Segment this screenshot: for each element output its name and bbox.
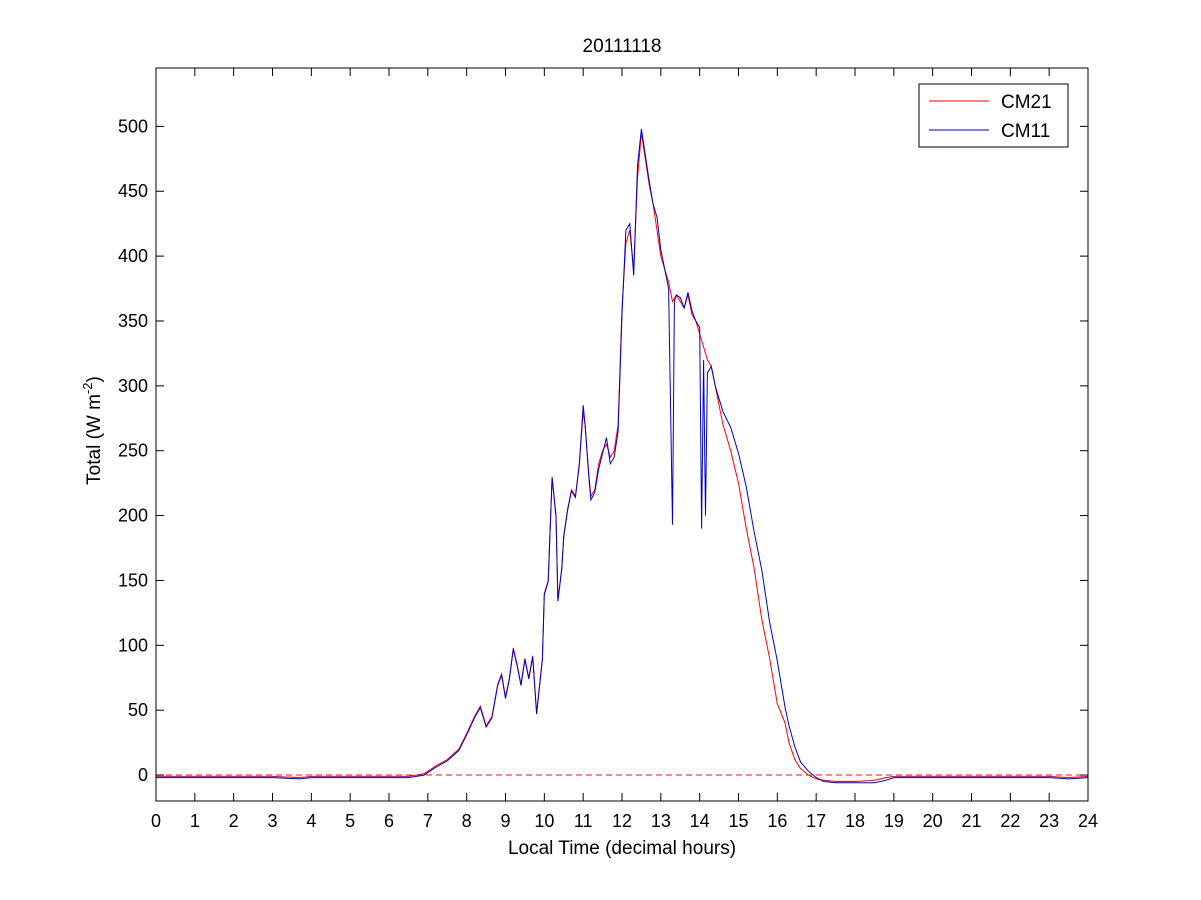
series-layer bbox=[156, 128, 1089, 784]
x-tick-label: 6 bbox=[384, 811, 394, 831]
x-tick-label: 1 bbox=[190, 811, 200, 831]
y-tick-label: 450 bbox=[118, 181, 148, 201]
y-axis-label: Total (W m-2) bbox=[80, 376, 105, 485]
y-axis-label-close: ) bbox=[84, 376, 105, 382]
x-tick-label: 0 bbox=[151, 811, 161, 831]
x-tick-label: 8 bbox=[462, 811, 472, 831]
x-axis-label: Local Time (decimal hours) bbox=[508, 838, 736, 859]
legend-box bbox=[918, 83, 1069, 148]
x-tick-label: 2 bbox=[229, 811, 239, 831]
x-tick-label: 3 bbox=[267, 811, 277, 831]
x-tick-label: 11 bbox=[574, 811, 593, 831]
y-tick-label: 250 bbox=[118, 441, 148, 461]
y-tick-label: 350 bbox=[118, 311, 148, 331]
y-tick-label: 400 bbox=[118, 246, 148, 266]
plot-area bbox=[156, 68, 1088, 801]
y-tick-label: 200 bbox=[118, 506, 148, 526]
y-axis-label-superscript: -2 bbox=[80, 382, 95, 394]
x-tick-label: 12 bbox=[612, 811, 632, 831]
x-tick-label: 17 bbox=[806, 811, 826, 831]
y-tick-label: 100 bbox=[118, 635, 148, 655]
x-tick-label: 9 bbox=[500, 811, 510, 831]
y-tick-label: 0 bbox=[138, 765, 148, 785]
x-tick-label: 5 bbox=[345, 811, 355, 831]
x-tick-label: 7 bbox=[423, 811, 433, 831]
legend-label-cm21: CM21 bbox=[1001, 92, 1052, 113]
legend: CM21 CM11 bbox=[918, 83, 1069, 148]
x-tick-label: 10 bbox=[534, 811, 554, 831]
y-axis-label-main: Total (W m bbox=[84, 394, 105, 485]
x-tick-label: 18 bbox=[845, 811, 865, 831]
legend-label-cm11: CM11 bbox=[1001, 121, 1050, 142]
y-tick-label: 500 bbox=[118, 116, 148, 136]
x-tick-label: 14 bbox=[690, 811, 710, 831]
y-tick-label: 150 bbox=[118, 570, 148, 590]
series-line-cm11 bbox=[156, 128, 1089, 784]
x-tick-label: 21 bbox=[961, 811, 981, 831]
x-tick-label: 4 bbox=[306, 811, 316, 831]
x-tick-label: 19 bbox=[884, 811, 904, 831]
chart-title: 20111118 bbox=[583, 36, 662, 57]
x-tick-label: 13 bbox=[651, 811, 671, 831]
x-tick-label: 24 bbox=[1078, 811, 1098, 831]
y-tick-label: 50 bbox=[128, 700, 148, 720]
x-tick-label: 20 bbox=[923, 811, 943, 831]
x-tick-label: 15 bbox=[728, 811, 748, 831]
x-tick-label: 16 bbox=[767, 811, 787, 831]
tick-layer: 0 1 2 3 4 5 6 7 8 9 10 11 12 13 14 15 16 17 18 19 20 21 22 23 24… bbox=[118, 68, 1098, 831]
x-tick-label: 23 bbox=[1039, 811, 1059, 831]
x-tick-label: 22 bbox=[1000, 811, 1020, 831]
y-tick-label: 300 bbox=[118, 376, 148, 396]
